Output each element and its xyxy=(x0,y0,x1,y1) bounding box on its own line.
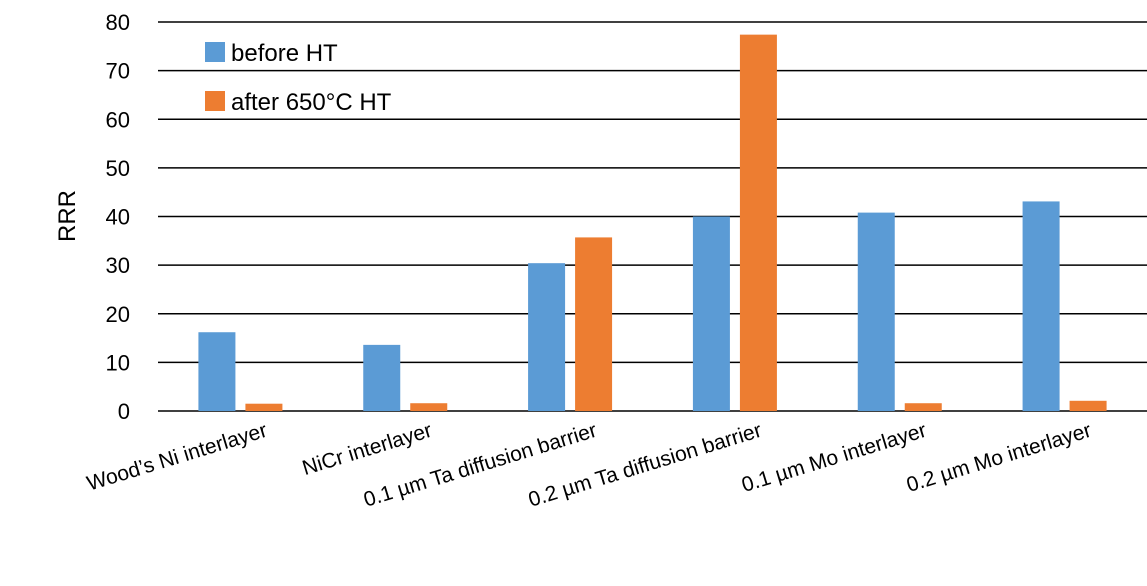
bar-after-3 xyxy=(739,34,777,412)
bars xyxy=(198,34,1107,412)
legend-label-1: after 650°C HT xyxy=(231,89,392,116)
bar-before-5 xyxy=(1022,201,1060,411)
y-tick-label: 0 xyxy=(118,399,130,424)
bar-after-1 xyxy=(410,403,448,411)
y-tick-label: 30 xyxy=(106,253,130,278)
y-tick-label: 70 xyxy=(106,59,130,84)
legend-swatch-1 xyxy=(205,91,225,111)
y-tick-label: 80 xyxy=(106,10,130,35)
y-tick-labels: 0 10 20 30 40 50 60 70 80 xyxy=(106,10,130,424)
bar-before-1 xyxy=(363,344,401,411)
legend: before HT after 650°C HT xyxy=(205,40,392,116)
y-tick-label: 10 xyxy=(106,350,130,375)
bar-after-4 xyxy=(904,403,942,411)
x-tick-label: NiCr interlayer xyxy=(300,419,435,480)
x-tick-label: 0.2 µm Mo interlayer xyxy=(904,419,1094,497)
bar-before-2 xyxy=(528,263,566,411)
gridlines xyxy=(158,21,1147,412)
bar-before-4 xyxy=(857,212,895,411)
x-tick-label: Wood’s Ni interlayer xyxy=(84,419,270,496)
bar-before-0 xyxy=(198,332,236,411)
bar-before-3 xyxy=(692,216,730,411)
legend-swatch-0 xyxy=(205,42,225,62)
y-tick-label: 20 xyxy=(106,302,130,327)
bar-after-0 xyxy=(245,403,283,411)
bar-after-5 xyxy=(1069,400,1107,411)
bar-after-2 xyxy=(575,237,613,411)
y-tick-label: 40 xyxy=(106,205,130,230)
legend-label-0: before HT xyxy=(231,40,338,67)
y-tick-label: 60 xyxy=(106,107,130,132)
x-tick-label: 0.1 µm Mo interlayer xyxy=(739,419,929,497)
y-axis-title: RRR xyxy=(54,190,81,242)
x-tick-labels: Wood’s Ni interlayer NiCr interlayer 0.1 µ… xyxy=(84,419,1094,512)
y-tick-label: 50 xyxy=(106,156,130,181)
